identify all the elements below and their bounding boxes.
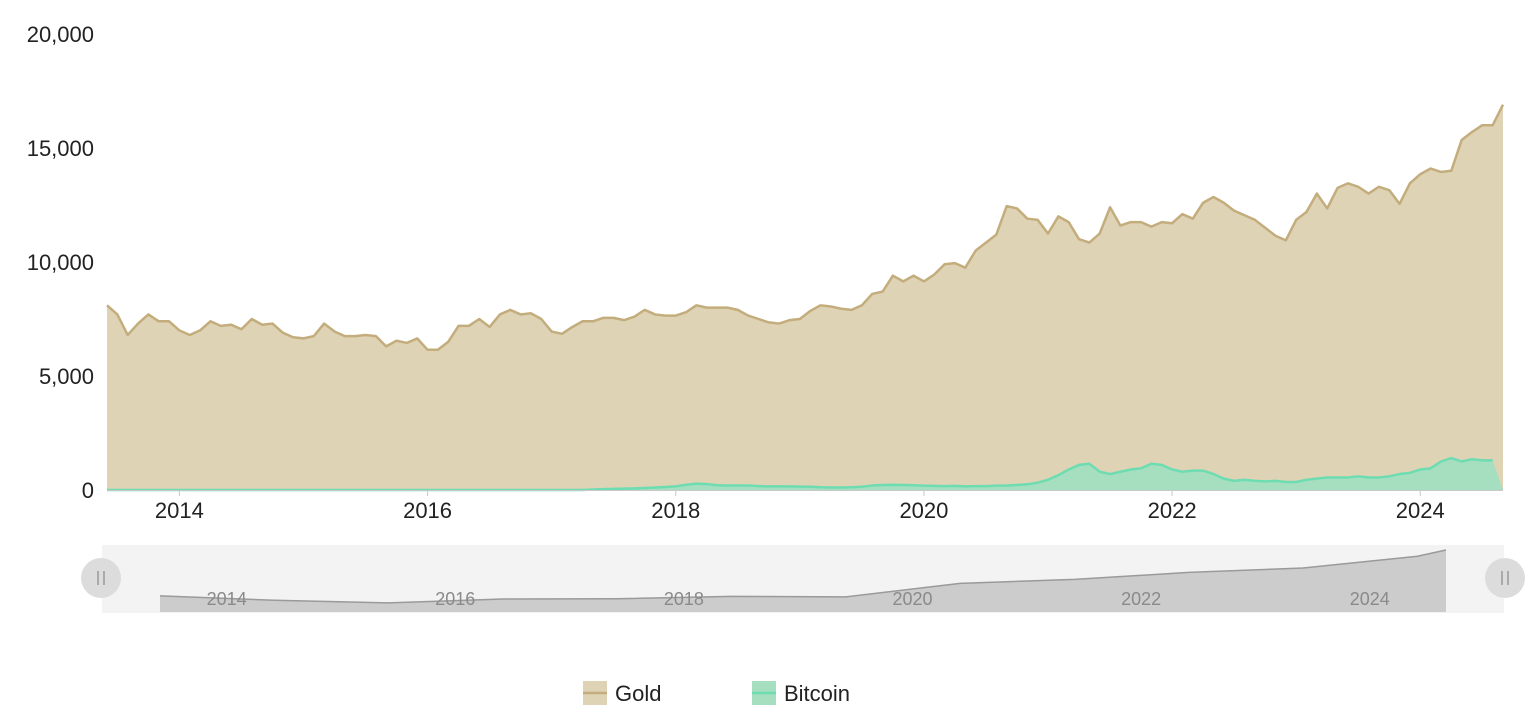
grip-lines-icon: [1501, 571, 1509, 585]
x-tick-label: 2020: [899, 498, 948, 523]
navigator-right-handle[interactable]: [1485, 558, 1525, 598]
x-tick-label: 2022: [1148, 498, 1197, 523]
navigator-label: 2016: [435, 589, 475, 609]
navigator-left-handle-circle[interactable]: [81, 558, 121, 598]
x-tick-label: 2018: [651, 498, 700, 523]
y-tick-label: 10,000: [27, 250, 94, 275]
navigator-label: 2020: [893, 589, 933, 609]
navigator-right-handle-circle[interactable]: [1485, 558, 1525, 598]
navigator-label: 2014: [207, 589, 247, 609]
navigator-label: 2024: [1350, 589, 1390, 609]
range-navigator[interactable]: 2014 2016 2018 2020 2022 2024: [81, 545, 1525, 613]
legend-item-gold[interactable]: Gold: [583, 681, 661, 706]
x-tick-label: 2024: [1396, 498, 1445, 523]
y-tick-label: 5,000: [39, 364, 94, 389]
series-gold-area: [107, 104, 1503, 491]
navigator-line: [159, 549, 1447, 604]
series-gold-line: [106, 104, 1505, 352]
legend: Gold Bitcoin: [583, 681, 850, 706]
grip-lines-icon: [97, 571, 105, 585]
navigator-label: 2018: [664, 589, 704, 609]
x-tick-label: 2016: [403, 498, 452, 523]
navigator-area: [160, 550, 1446, 612]
navigator-label: 2022: [1121, 589, 1161, 609]
x-axis: 2014 2016 2018 2020 2022 2024: [107, 490, 1503, 523]
navigator-left-handle[interactable]: [81, 558, 121, 598]
legend-label-gold: Gold: [615, 681, 661, 706]
y-tick-label: 0: [82, 478, 94, 503]
y-tick-label: 20,000: [27, 22, 94, 47]
series-bitcoin-area: [107, 458, 1503, 490]
legend-item-bitcoin[interactable]: Bitcoin: [752, 681, 850, 706]
plot-area: [106, 104, 1505, 492]
y-tick-label: 15,000: [27, 136, 94, 161]
y-axis: 0 5,000 10,000 15,000 20,000: [27, 22, 94, 503]
legend-label-bitcoin: Bitcoin: [784, 681, 850, 706]
x-tick-label: 2014: [155, 498, 204, 523]
